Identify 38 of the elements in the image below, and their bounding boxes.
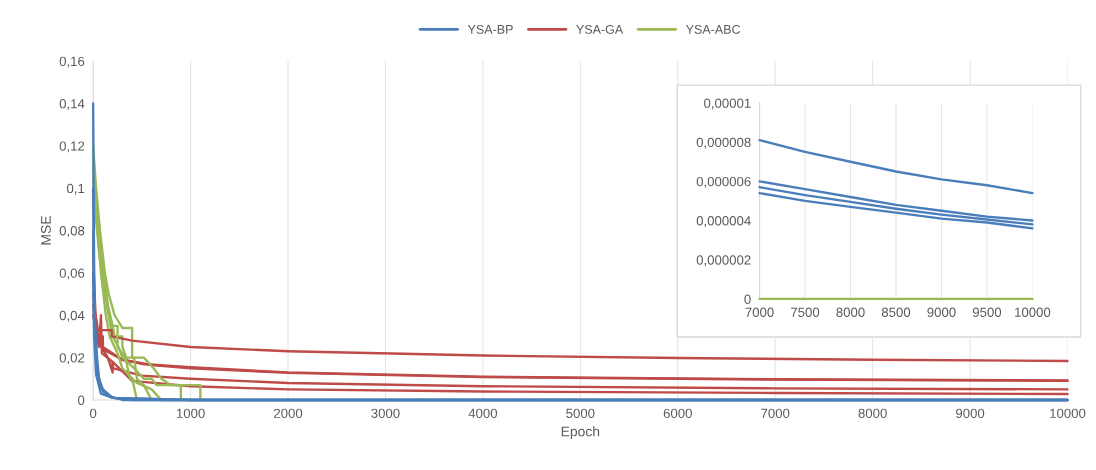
x-tick-label: 2000 xyxy=(274,408,303,418)
y-tick-label: 0 xyxy=(78,395,85,405)
legend-label: YSA-BP xyxy=(467,24,513,34)
x-tick-label: 9000 xyxy=(927,307,956,317)
y-tick-label: 0,00001 xyxy=(704,98,751,110)
x-tick-label: 5000 xyxy=(566,408,595,418)
x-tick-label: 4000 xyxy=(468,408,498,418)
legend-label: YSA-ABC xyxy=(685,24,741,34)
x-tick-label: 0 xyxy=(90,408,97,418)
x-tick-label: 9500 xyxy=(972,307,1002,317)
y-tick-label: 0,1 xyxy=(67,183,85,195)
x-tick-label: 3000 xyxy=(371,408,400,418)
x-tick-label: 10000 xyxy=(1050,408,1086,418)
y-tick-label: 0,02 xyxy=(59,353,85,365)
x-tick-label: 8000 xyxy=(836,307,865,317)
x-tick-label: 1000 xyxy=(176,408,205,418)
y-tick-label: 0,08 xyxy=(59,226,85,237)
x-tick-label: 6000 xyxy=(663,408,692,418)
x-tick-label: 10000 xyxy=(1015,307,1051,317)
y-tick-label: 0,16 xyxy=(59,56,85,68)
x-tick-label: 7500 xyxy=(791,307,820,317)
x-axis-title: Epoch xyxy=(561,426,600,440)
y-tick-label: 0,14 xyxy=(59,99,85,110)
y-tick-label: 0,000002 xyxy=(696,255,751,267)
x-tick-label: 7000 xyxy=(761,408,790,418)
y-tick-label: 0,04 xyxy=(59,310,85,322)
y-tick-label: 0,06 xyxy=(59,268,85,280)
y-tick-label: 0,000008 xyxy=(696,137,751,149)
y-tick-label: 0,12 xyxy=(59,141,85,153)
y-tick-label: 0,000004 xyxy=(696,216,751,227)
y-tick-label: 0,000006 xyxy=(696,176,751,188)
x-tick-label: 9000 xyxy=(956,408,985,418)
y-tick-label: 0 xyxy=(744,294,751,304)
x-tick-label: 8000 xyxy=(858,408,887,418)
y-axis-title: MSE xyxy=(41,216,51,245)
x-tick-label: 8500 xyxy=(881,307,911,317)
x-tick-label: 7000 xyxy=(745,307,774,317)
legend-label: YSA-GA xyxy=(576,24,624,34)
